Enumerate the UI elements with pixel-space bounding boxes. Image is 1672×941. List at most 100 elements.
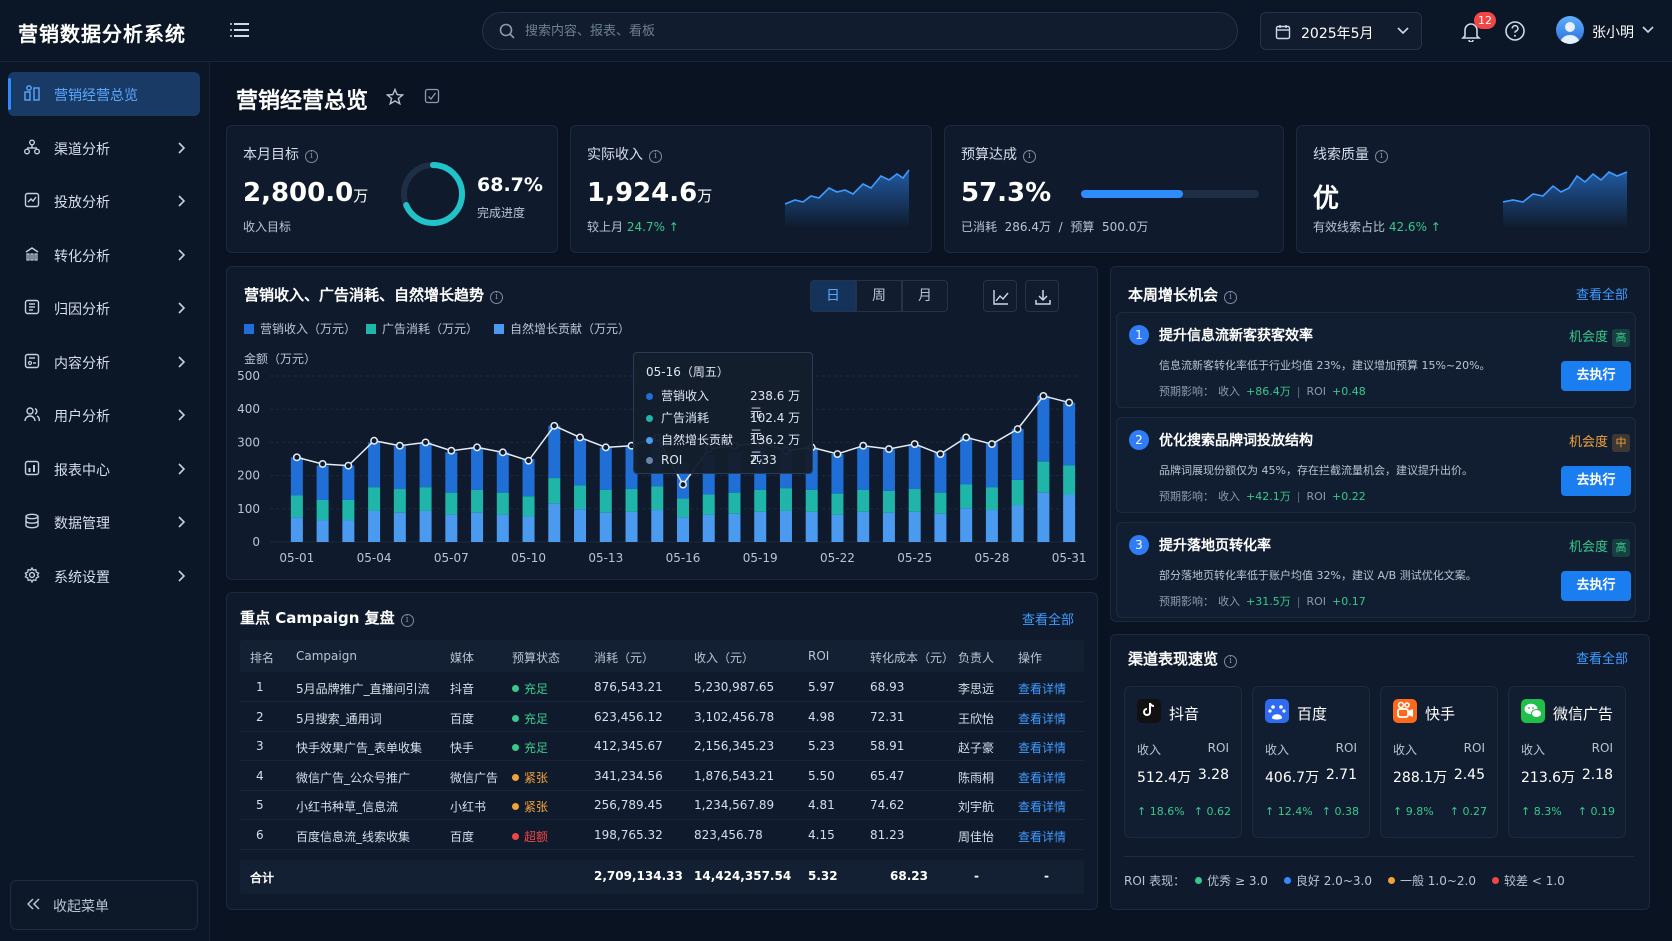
cell-action[interactable]: 查看详情: [1018, 770, 1067, 785]
bar-revenue[interactable]: [831, 454, 844, 494]
bar-natural-growth[interactable]: [393, 512, 406, 542]
bar-ad-cost[interactable]: [625, 489, 638, 512]
execute-button[interactable]: 去执行: [1561, 361, 1631, 391]
bar-revenue[interactable]: [1063, 402, 1076, 466]
campaign-view-all-link[interactable]: 查看全部: [1022, 613, 1075, 628]
channel-card[interactable]: 快手 收入 ROI 288.1万 2.45 ↑ 9.8% ↑ 0.27: [1380, 686, 1498, 838]
info-icon[interactable]: i: [1375, 150, 1388, 163]
bar-natural-growth[interactable]: [831, 514, 844, 542]
table-row[interactable]: 1 5月品牌推广_直播间引流 抖音 充足 876,543.21 5,230,987.65 5…: [240, 673, 1084, 702]
bar-natural-growth[interactable]: [805, 511, 818, 542]
bar-revenue[interactable]: [960, 437, 973, 485]
bar-revenue[interactable]: [393, 445, 406, 490]
bar-ad-cost[interactable]: [882, 490, 895, 513]
bar-natural-growth[interactable]: [342, 520, 355, 542]
bar-ad-cost[interactable]: [779, 488, 792, 511]
bar-revenue[interactable]: [522, 459, 535, 497]
trend-point[interactable]: [936, 450, 945, 458]
bar-natural-growth[interactable]: [702, 514, 715, 542]
bar-ad-cost[interactable]: [728, 492, 741, 514]
trend-point[interactable]: [318, 460, 327, 468]
info-icon[interactable]: i: [400, 614, 414, 627]
bar-ad-cost[interactable]: [419, 487, 432, 511]
bar-natural-growth[interactable]: [677, 517, 689, 542]
trend-point[interactable]: [576, 433, 584, 442]
channel-card[interactable]: 抖音 收入 ROI 512.4万 3.28 ↑ 18.6% ↑ 0.62: [1124, 686, 1242, 838]
trend-point[interactable]: [679, 480, 687, 489]
cell-action[interactable]: 查看详情: [1018, 800, 1067, 814]
bar-ad-cost[interactable]: [677, 498, 689, 518]
bar-revenue[interactable]: [985, 442, 998, 488]
bar-natural-growth[interactable]: [934, 513, 947, 542]
channel-card[interactable]: 微信广告 收入 ROI 213.6万 2.18 ↑ 8.3% ↑ 0.19: [1508, 686, 1626, 838]
bar-ad-cost[interactable]: [985, 487, 998, 511]
bar-revenue[interactable]: [882, 449, 895, 491]
cell-action[interactable]: 查看详情: [1018, 682, 1067, 696]
bar-revenue[interactable]: [290, 457, 303, 496]
bar-ad-cost[interactable]: [290, 495, 303, 518]
info-icon[interactable]: i: [1224, 291, 1238, 304]
cell-action[interactable]: 查看详情: [1018, 741, 1067, 755]
bar-ad-cost[interactable]: [393, 489, 406, 513]
bar-ad-cost[interactable]: [651, 486, 664, 511]
bar-natural-growth[interactable]: [599, 512, 612, 542]
trend-point[interactable]: [1039, 391, 1048, 400]
sidebar-item[interactable]: 渠道分析: [8, 126, 200, 170]
bar-ad-cost[interactable]: [342, 500, 355, 521]
trend-point[interactable]: [1065, 398, 1074, 407]
trend-point[interactable]: [447, 446, 456, 455]
bar-natural-growth[interactable]: [368, 510, 381, 542]
bar-natural-growth[interactable]: [445, 514, 458, 542]
info-icon[interactable]: i: [490, 291, 504, 304]
search-box[interactable]: [482, 12, 1238, 50]
legend-item[interactable]: 广告消耗（万元）: [366, 320, 478, 337]
trend-point[interactable]: [473, 443, 482, 452]
bar-natural-growth[interactable]: [960, 508, 973, 542]
edit-icon[interactable]: [424, 88, 440, 104]
menu-toggle-icon[interactable]: [230, 21, 250, 39]
bar-natural-growth[interactable]: [316, 520, 329, 542]
granularity-tab[interactable]: 周: [856, 280, 902, 312]
bar-revenue[interactable]: [342, 465, 355, 501]
line-chart-toggle-button[interactable]: [983, 280, 1017, 312]
bar-natural-growth[interactable]: [1037, 492, 1050, 542]
channel-card[interactable]: 百度 收入 ROI 406.7万 2.71 ↑ 12.4% ↑ 0.38: [1252, 686, 1370, 838]
user-name[interactable]: 张小明: [1592, 25, 1634, 41]
bar-ad-cost[interactable]: [960, 484, 973, 509]
bar-natural-growth[interactable]: [651, 510, 664, 542]
bar-natural-growth[interactable]: [754, 511, 767, 542]
bar-natural-growth[interactable]: [882, 512, 895, 542]
bar-natural-growth[interactable]: [625, 511, 638, 542]
trend-point[interactable]: [859, 441, 868, 450]
info-icon[interactable]: i: [649, 150, 662, 163]
bar-natural-growth[interactable]: [471, 512, 484, 542]
trend-point[interactable]: [292, 453, 301, 462]
legend-item[interactable]: 营销收入（万元）: [244, 320, 356, 337]
bar-natural-growth[interactable]: [728, 513, 741, 542]
bar-natural-growth[interactable]: [857, 511, 870, 542]
bar-natural-growth[interactable]: [985, 510, 998, 542]
trend-point[interactable]: [962, 433, 971, 442]
bar-revenue[interactable]: [419, 442, 432, 488]
cell-action[interactable]: 查看详情: [1018, 711, 1067, 726]
granularity-tab[interactable]: 月: [902, 280, 948, 312]
bar-ad-cost[interactable]: [702, 494, 715, 515]
table-row[interactable]: 4 微信广告_公众号推广 微信广告 紧张 341,234.56 1,876,543.21 5…: [240, 762, 1084, 791]
bar-ad-cost[interactable]: [496, 492, 509, 515]
bar-ad-cost[interactable]: [548, 478, 561, 504]
sidebar-item[interactable]: 报表中心: [8, 447, 200, 491]
trend-point[interactable]: [421, 438, 430, 447]
bar-ad-cost[interactable]: [1063, 465, 1076, 495]
table-row[interactable]: 3 快手效果广告_表单收集 快手 充足 412,345.67 2,156,345.23 5.…: [240, 732, 1084, 761]
download-button[interactable]: [1025, 280, 1059, 312]
bar-revenue[interactable]: [857, 447, 870, 490]
bar-revenue[interactable]: [496, 452, 509, 493]
trend-point[interactable]: [884, 445, 893, 453]
sidebar-item[interactable]: 归因分析: [8, 286, 200, 330]
channels-view-all-link[interactable]: 查看全部: [1576, 652, 1629, 667]
legend-item[interactable]: 自然增长贡献（万元）: [494, 320, 630, 337]
sidebar-item[interactable]: 系统设置: [8, 554, 200, 598]
bar-revenue[interactable]: [934, 452, 947, 493]
trend-point[interactable]: [395, 441, 404, 450]
bar-revenue[interactable]: [471, 447, 484, 490]
